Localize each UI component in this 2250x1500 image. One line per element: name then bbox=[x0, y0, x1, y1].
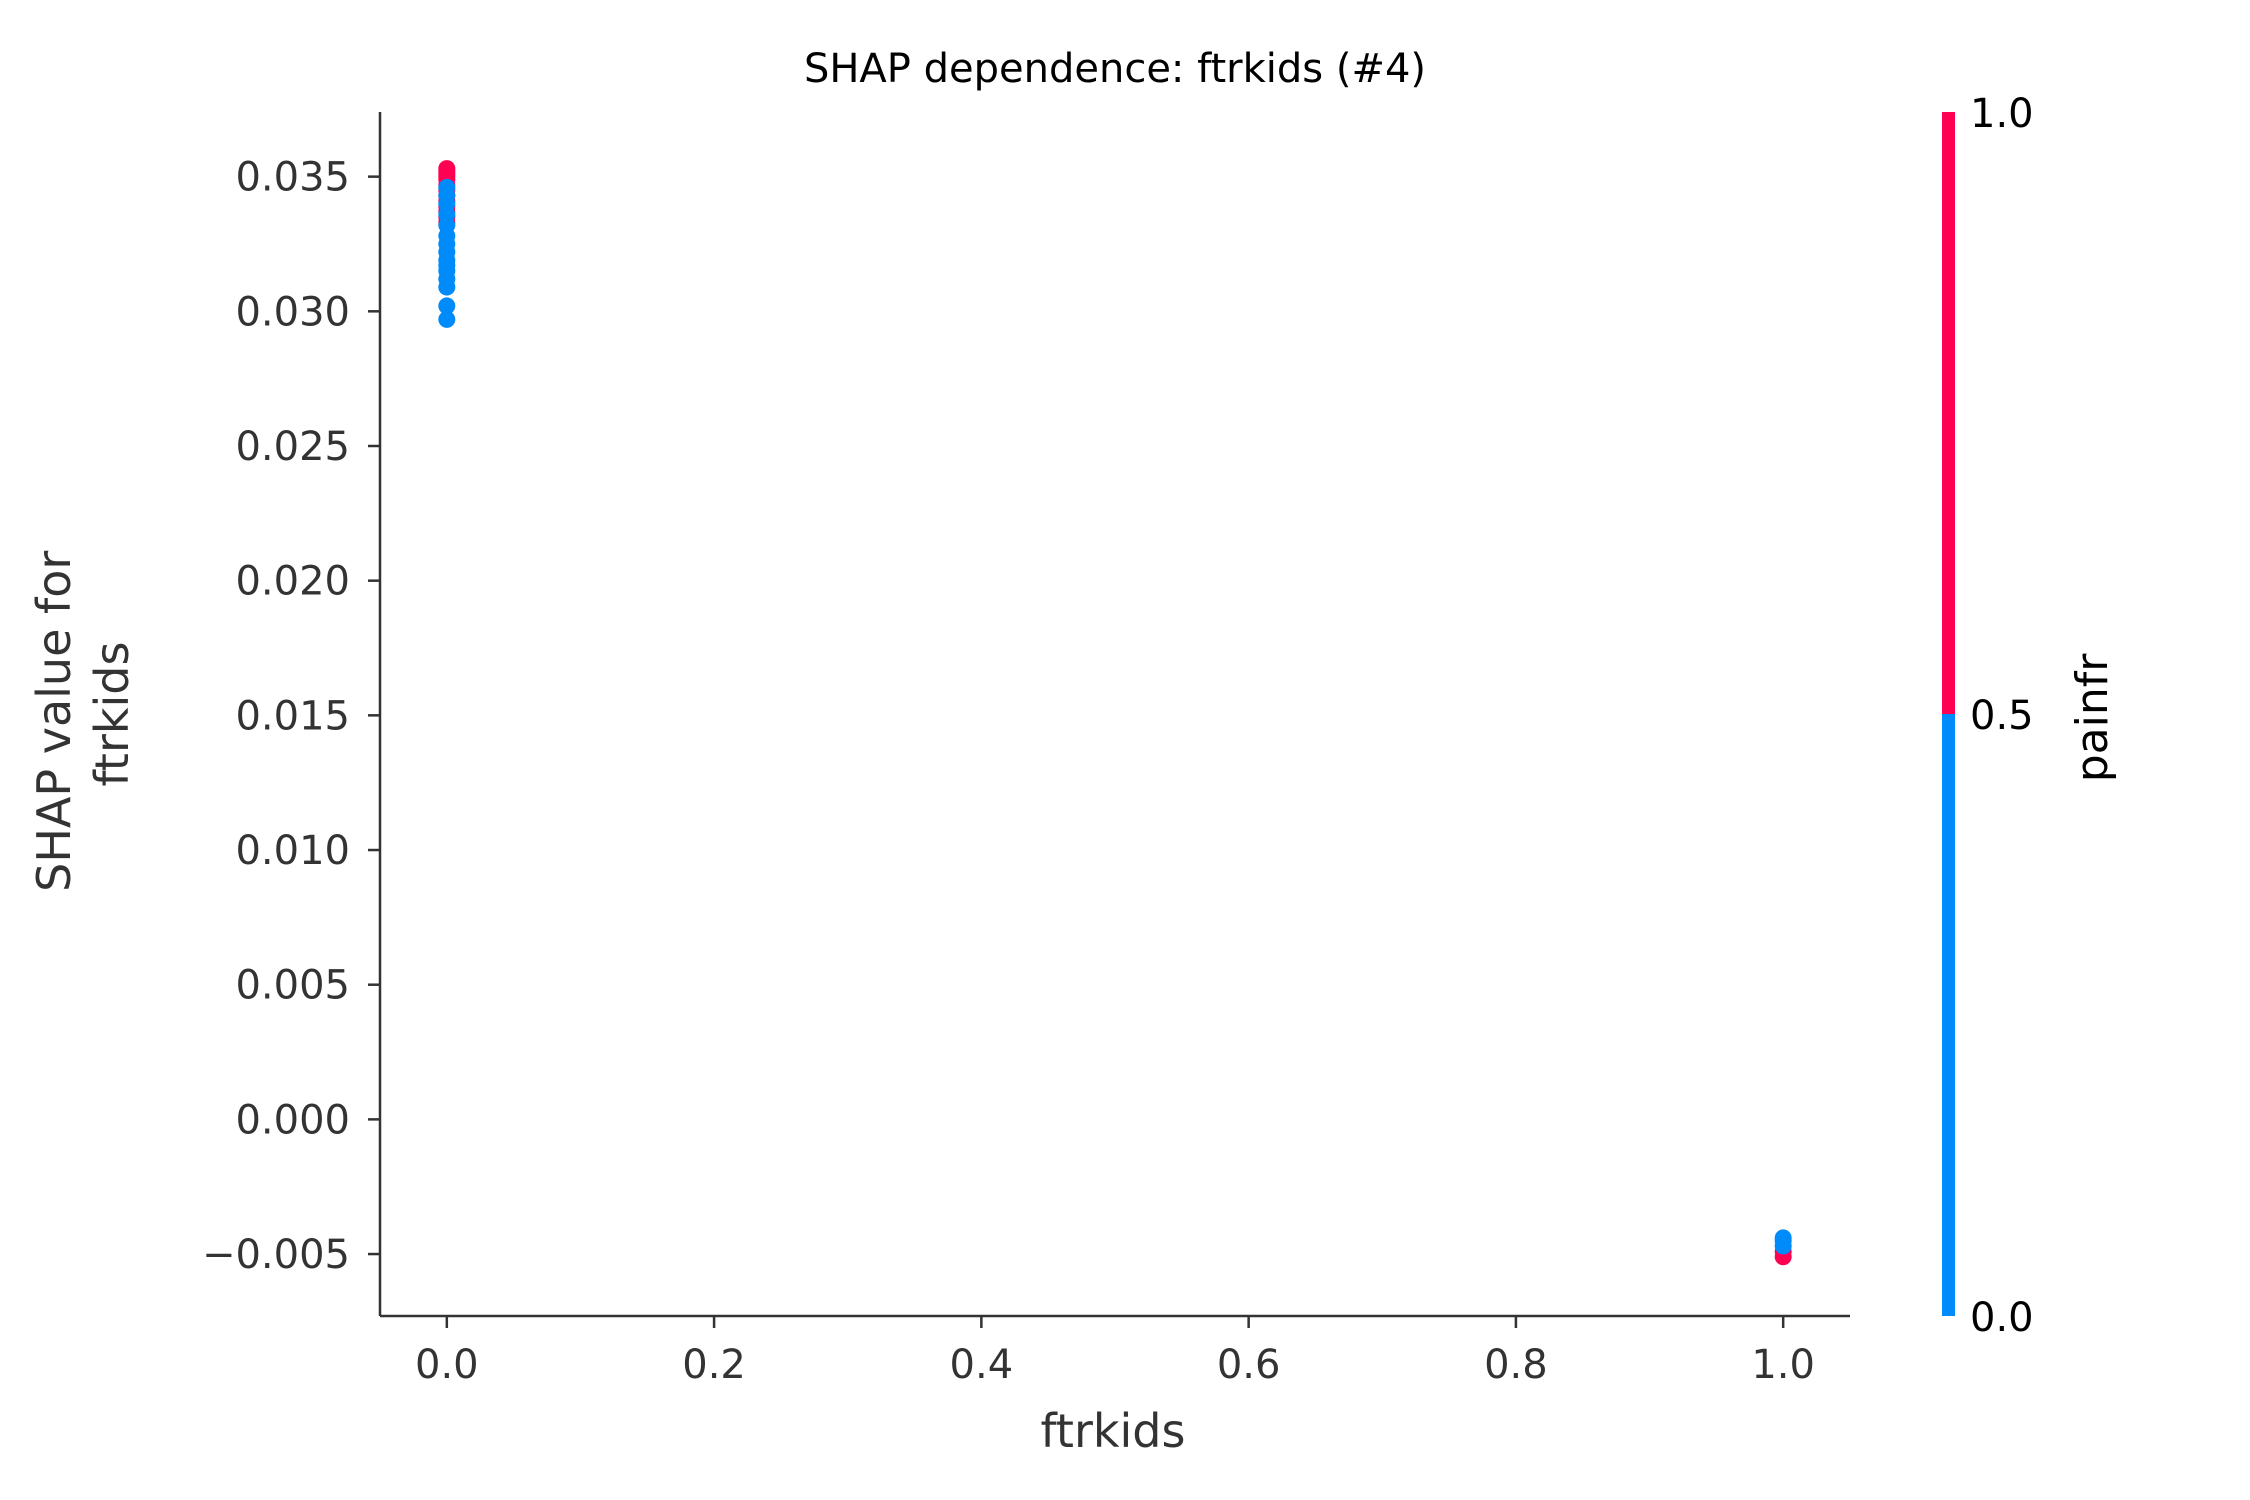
colorbar: 1.0 0.5 0.0 painfr bbox=[1942, 91, 2118, 1341]
x-ticks: 0.0 0.2 0.4 0.6 0.8 1.0 bbox=[415, 1316, 1815, 1388]
y-ticks: −0.005 0.000 0.005 0.010 0.015 0.020 0.025 0.03… bbox=[202, 155, 380, 1278]
y-tick-label: 0.035 bbox=[235, 155, 350, 201]
x-axis-title: ftrkids bbox=[1041, 1404, 1186, 1458]
colorbar-tick-label-max: 1.0 bbox=[1970, 91, 2034, 137]
data-point bbox=[438, 297, 456, 315]
x-tick-label: 0.6 bbox=[1217, 1342, 1281, 1388]
y-tick-label: 0.000 bbox=[235, 1097, 350, 1143]
points-layer bbox=[438, 160, 1792, 1266]
colorbar-tick-label-min: 0.0 bbox=[1970, 1295, 2034, 1341]
x-tick-label: 0.0 bbox=[415, 1342, 479, 1388]
y-axis-title: SHAP value for ftrkids bbox=[27, 536, 139, 892]
y-axis-title-line-2: ftrkids bbox=[85, 642, 139, 787]
colorbar-high-segment bbox=[1942, 112, 1955, 714]
data-point bbox=[438, 278, 456, 296]
x-tick-label: 1.0 bbox=[1751, 1342, 1815, 1388]
colorbar-tick-label-mid: 0.5 bbox=[1970, 693, 2034, 739]
x-tick-label: 0.8 bbox=[1484, 1342, 1548, 1388]
colorbar-title: painfr bbox=[2067, 653, 2118, 782]
y-tick-label: 0.020 bbox=[235, 559, 350, 605]
colorbar-low-segment bbox=[1942, 714, 1955, 1316]
chart-title: SHAP dependence: ftrkids (#4) bbox=[804, 46, 1426, 92]
y-axis-title-line-1: SHAP value for bbox=[27, 551, 81, 892]
y-tick-label: 0.030 bbox=[235, 289, 350, 335]
data-point bbox=[1774, 1229, 1792, 1247]
y-tick-label: 0.015 bbox=[235, 693, 350, 739]
y-tick-label: 0.010 bbox=[235, 828, 350, 874]
y-tick-label: 0.005 bbox=[235, 963, 350, 1009]
x-tick-label: 0.4 bbox=[950, 1342, 1014, 1388]
data-point bbox=[438, 310, 456, 328]
x-tick-label: 0.2 bbox=[682, 1342, 746, 1388]
y-tick-label: 0.025 bbox=[235, 424, 350, 470]
y-tick-label: −0.005 bbox=[202, 1232, 350, 1278]
